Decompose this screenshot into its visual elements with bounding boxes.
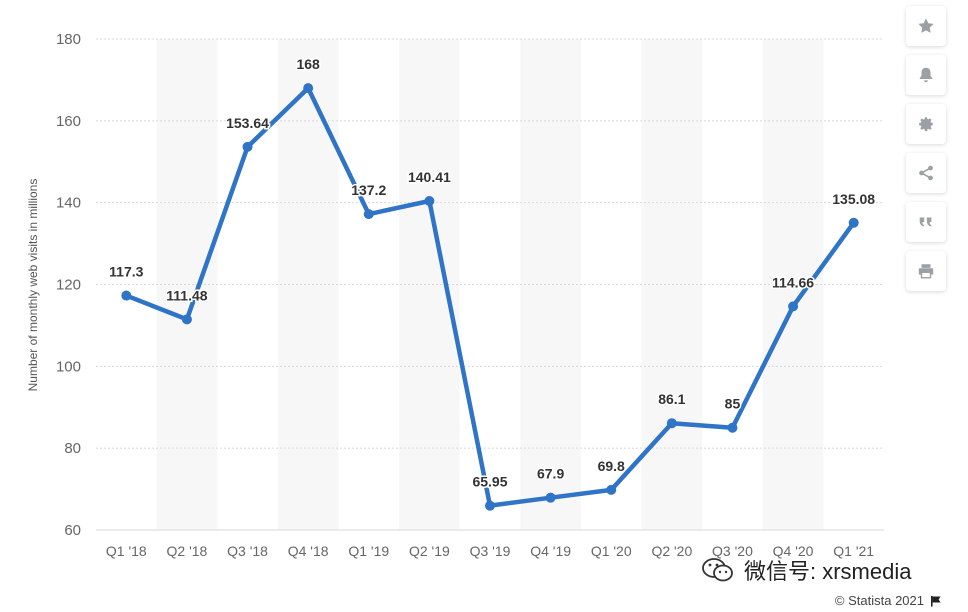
data-label: 137.2: [351, 182, 386, 198]
data-point[interactable]: [485, 500, 495, 511]
data-point[interactable]: [181, 314, 192, 325]
x-tick-label: Q1 '20: [591, 543, 632, 559]
grid-lines: [96, 38, 884, 531]
data-label: 67.9: [537, 466, 564, 482]
print-button[interactable]: [906, 251, 946, 291]
y-tick-label: 160: [56, 113, 81, 130]
data-label: 114.66: [772, 274, 814, 290]
data-point[interactable]: [606, 484, 617, 495]
x-tick-label: Q1 '18: [106, 543, 147, 559]
data-point[interactable]: [303, 83, 314, 94]
y-axis-tick-labels: 60 80 100 120 140 160 180: [56, 31, 81, 539]
x-tick-label: Q2 '19: [409, 543, 450, 559]
settings-button[interactable]: [906, 104, 946, 144]
x-tick-label: Q1 '19: [348, 543, 389, 559]
data-point[interactable]: [788, 301, 799, 312]
y-tick-label: 180: [56, 31, 81, 48]
wechat-icon: [702, 558, 733, 582]
print-icon: [918, 264, 934, 279]
data-point[interactable]: [242, 141, 253, 152]
star-icon: [918, 18, 934, 33]
data-label: 153.64: [226, 115, 269, 131]
x-axis-tick-labels: Q1 '18 Q2 '18 Q3 '18 Q4 '18 Q1 '19 Q2 '19 Q3 '…: [106, 543, 874, 559]
data-point[interactable]: [545, 492, 556, 503]
data-label: 69.8: [598, 458, 625, 474]
column-band: [520, 39, 581, 530]
data-point[interactable]: [727, 422, 738, 433]
x-tick-label: Q4 '19: [530, 543, 571, 559]
share-button[interactable]: [906, 153, 946, 193]
flag-icon[interactable]: [930, 595, 942, 607]
source-credit: © Statista 2021: [835, 593, 942, 608]
y-tick-label: 80: [64, 440, 81, 457]
chart-toolbar: [906, 6, 950, 291]
favorite-button[interactable]: [906, 6, 946, 46]
y-tick-label: 60: [64, 522, 81, 539]
bell-icon: [919, 67, 933, 83]
x-tick-label: Q3 '20: [712, 543, 753, 559]
gear-icon: [919, 117, 933, 132]
x-tick-label: Q2 '18: [167, 543, 208, 559]
x-tick-label: Q2 '20: [651, 543, 692, 559]
watermark-text: 微信号: xrsmedia: [744, 559, 912, 584]
x-tick-label: Q4 '20: [773, 543, 814, 559]
quote-icon: [919, 217, 932, 227]
credit-text: © Statista 2021: [834, 593, 924, 608]
data-point[interactable]: [666, 418, 677, 429]
data-label: 111.48: [166, 287, 207, 303]
x-tick-label: Q1 '21: [833, 543, 874, 559]
y-tick-label: 140: [56, 195, 81, 212]
data-label: 168: [296, 56, 320, 72]
x-tick-label: Q3 '19: [470, 543, 511, 559]
y-tick-label: 120: [56, 277, 81, 294]
data-point[interactable]: [848, 217, 859, 228]
cite-button[interactable]: [906, 202, 946, 242]
data-label: 140.41: [408, 169, 451, 185]
data-label: 135.08: [832, 191, 875, 207]
share-icon: [919, 165, 933, 181]
data-label: 65.95: [472, 474, 507, 490]
column-band: [156, 39, 218, 530]
y-tick-label: 100: [56, 358, 81, 375]
data-labels: 117.3 111.48 153.64 168 137.2 140.41 65.95 67.9…: [108, 55, 877, 492]
y-axis-label: Number of monthly web visits in millions: [26, 179, 40, 392]
data-point[interactable]: [424, 195, 435, 206]
data-label: 85: [725, 396, 741, 412]
x-tick-label: Q3 '18: [227, 543, 268, 559]
data-label: 86.1: [658, 391, 685, 407]
series-line: [124, 85, 856, 508]
data-points: [121, 83, 859, 511]
wechat-watermark: 微信号: xrsmedia: [700, 554, 911, 586]
data-label: 117.3: [109, 264, 143, 280]
data-point[interactable]: [121, 290, 132, 301]
data-point[interactable]: [363, 209, 374, 220]
x-tick-label: Q4 '18: [288, 543, 329, 559]
notification-button[interactable]: [906, 55, 946, 95]
